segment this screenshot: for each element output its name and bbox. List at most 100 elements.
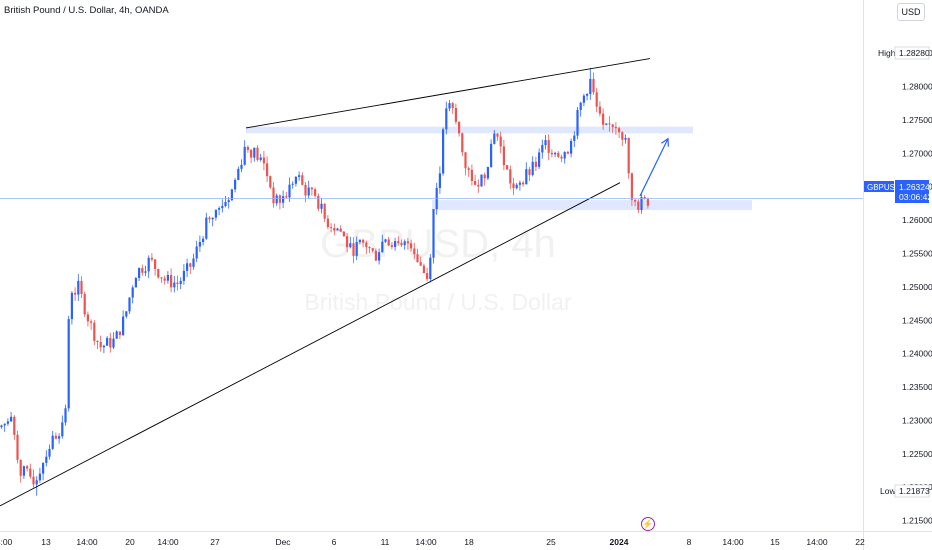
candle-down [160, 277, 163, 279]
currency-button[interactable]: USD [897, 3, 925, 21]
candle-down [285, 196, 288, 198]
candle-down [317, 195, 320, 209]
time-tick-label: 20 [125, 537, 135, 547]
candle-up [538, 152, 541, 167]
axis-markers: High 1.28280 Low 1.21873 GBPUSD 1.26324 … [864, 46, 932, 498]
candle-down [627, 138, 630, 174]
time-tick-label: 2024 [610, 537, 629, 547]
time-tick-label: 25 [546, 537, 556, 547]
lower-support-trendline[interactable] [0, 182, 621, 507]
candle-up [576, 109, 579, 136]
candle-down [301, 175, 304, 185]
candle-down [592, 78, 595, 93]
candle-up [48, 448, 51, 457]
candle-up [102, 345, 105, 348]
candle-down [522, 182, 525, 185]
candle-down [314, 189, 317, 196]
candle-up [182, 270, 185, 281]
candle-down [83, 293, 86, 315]
candle-down [346, 236, 349, 248]
candle-down [534, 161, 537, 167]
candle-down [387, 239, 390, 246]
candle-up [70, 292, 73, 320]
candle-up [445, 108, 448, 130]
candle-down [26, 466, 29, 469]
candle-up [122, 316, 125, 335]
candle-up [198, 242, 201, 247]
lightning-icon[interactable]: ⚡ [641, 517, 655, 531]
candle-up [275, 195, 278, 204]
time-tick-label: 11 [381, 537, 390, 547]
candle-up [6, 421, 9, 424]
projection-arrow[interactable] [639, 138, 669, 197]
candle-up [221, 206, 224, 209]
price-tick-label: 1.27500 [902, 115, 932, 125]
candle-down [390, 245, 393, 247]
candle-up [243, 146, 246, 165]
candle-down [630, 173, 633, 200]
candle-down [365, 242, 368, 248]
candle-down [496, 133, 499, 137]
candle-down [170, 274, 173, 288]
candle-up [579, 102, 582, 110]
candle-up [563, 151, 566, 159]
candle-down [304, 184, 307, 196]
time-tick-label: 14:00 [806, 537, 828, 547]
candle-up [128, 297, 131, 312]
candle-down [330, 227, 333, 229]
candle-up [394, 241, 397, 247]
candle-down [618, 128, 621, 133]
price-tick-label: 1.24500 [902, 315, 932, 325]
candle-up [291, 183, 294, 185]
candle-up [378, 252, 381, 261]
candle-down [410, 243, 413, 249]
candle-down [400, 242, 403, 246]
candle-down [637, 201, 640, 210]
candle-down [90, 321, 93, 323]
price-axis[interactable]: 1.285001.280001.275001.270001.265001.260… [902, 48, 932, 525]
candle-down [266, 163, 269, 177]
price-tick-label: 1.23000 [902, 415, 932, 425]
candle-up [480, 174, 483, 187]
candle-down [54, 435, 57, 439]
time-tick-label: 27 [210, 537, 220, 547]
candle-up [230, 189, 233, 201]
time-tick-label: 14:00 [722, 537, 744, 547]
candle-up [355, 242, 358, 256]
candle-down [512, 183, 515, 189]
candle-up [218, 208, 221, 210]
candle-up [125, 311, 128, 317]
symbol-tag-label: GBPUSD [867, 183, 901, 192]
candle-up [131, 287, 134, 298]
candle-down [454, 107, 457, 122]
candle-down [634, 199, 637, 202]
price-tick-label: 1.21500 [902, 516, 932, 526]
candle-up [544, 140, 547, 146]
candle-up [38, 473, 41, 481]
candle-down [371, 248, 374, 251]
candle-up [234, 179, 237, 190]
candle-up [77, 280, 80, 295]
candle-up [349, 243, 352, 248]
time-tick-label: 8 [687, 537, 692, 547]
candle-down [99, 341, 102, 348]
upper-resistance-trendline[interactable] [245, 58, 651, 129]
candle-down [422, 265, 425, 274]
candle-up [573, 135, 576, 141]
candle-up [442, 129, 445, 174]
candle-down [483, 174, 486, 179]
candle-down [621, 132, 624, 140]
time-tick-label: 4:00 [0, 537, 13, 547]
candle-up [307, 187, 310, 196]
price-tick-label: 1.28000 [902, 82, 932, 92]
time-axis[interactable]: 4:00 13 14:00 20 14:00 27 Dec 6 11 14:00 18 25 2024 8… [0, 537, 865, 547]
drawings-layer [0, 58, 669, 507]
candle-down [451, 103, 454, 108]
candle-up [106, 337, 109, 346]
resistance-zone [246, 126, 693, 134]
candle-down [595, 92, 598, 107]
candle-up [525, 169, 528, 185]
candle-up [10, 416, 13, 422]
